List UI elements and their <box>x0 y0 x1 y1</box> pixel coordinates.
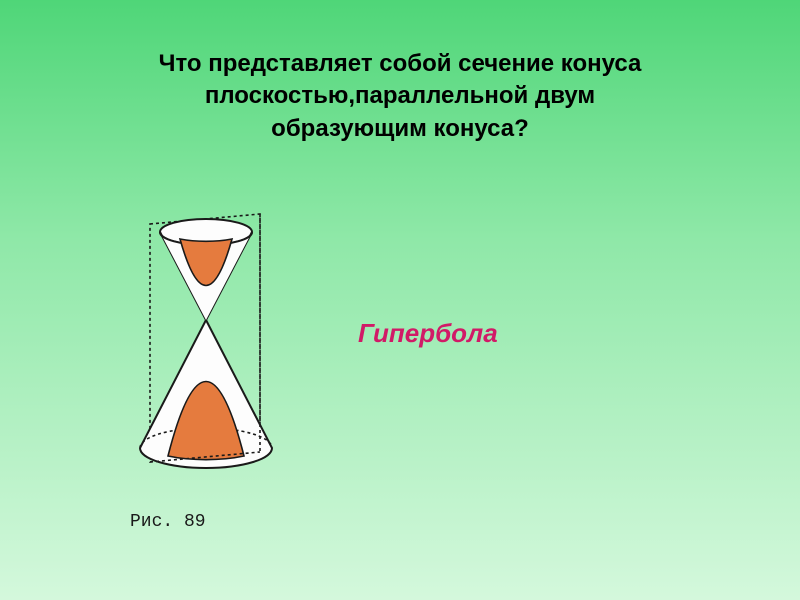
lower-cone <box>140 320 272 468</box>
upper-cone <box>160 219 252 320</box>
cone-section-svg <box>110 212 310 502</box>
figure-caption: Рис. 89 <box>130 512 206 532</box>
slide-title: Что представляет собой сечение конуса пл… <box>0 48 800 145</box>
slide: Что представляет собой сечение конуса пл… <box>0 0 800 600</box>
cone-section-figure <box>110 212 310 502</box>
answer-label: Гипербола <box>358 318 498 349</box>
